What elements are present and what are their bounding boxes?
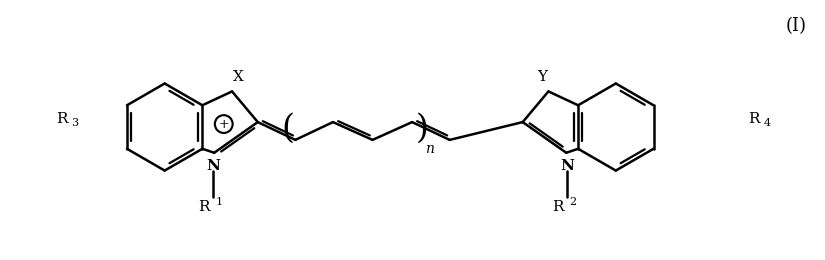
Text: (I): (I): [785, 17, 806, 35]
Text: Y: Y: [537, 70, 548, 84]
Text: N: N: [560, 159, 574, 173]
Text: R: R: [748, 112, 760, 126]
Text: (: (: [281, 113, 294, 145]
Text: R: R: [198, 200, 210, 214]
Text: +: +: [219, 118, 229, 131]
Text: X: X: [233, 70, 244, 84]
Text: 4: 4: [763, 118, 771, 128]
Text: R: R: [552, 200, 563, 214]
Text: n: n: [426, 142, 434, 156]
Text: R: R: [56, 112, 68, 126]
Text: 3: 3: [71, 118, 78, 128]
Text: 2: 2: [569, 197, 577, 207]
Text: ): ): [416, 113, 428, 145]
Text: N: N: [206, 159, 220, 173]
Text: 1: 1: [215, 197, 223, 207]
